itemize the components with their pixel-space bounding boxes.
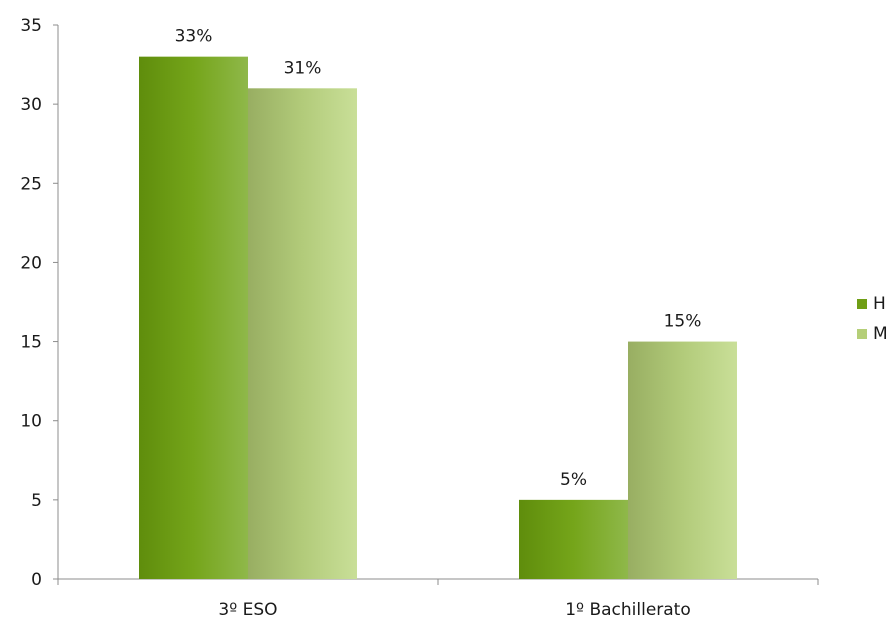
bar-m <box>628 341 737 579</box>
bar-h <box>519 499 628 579</box>
bar-h <box>139 56 248 579</box>
y-tick-label: 0 <box>31 570 42 590</box>
legend-item-h: H <box>857 292 888 316</box>
y-tick-label: 25 <box>20 174 42 194</box>
x-category-label: 3º ESO <box>218 600 277 619</box>
legend-label-h: H <box>873 294 886 314</box>
y-tick-label: 35 <box>20 16 42 36</box>
y-tick-label: 10 <box>20 412 42 432</box>
data-label: 15% <box>664 312 702 332</box>
axes: 0 5 10 15 20 25 30 35 3º ESO 1º Bachillerato <box>20 16 819 619</box>
data-label: 5% <box>560 470 587 490</box>
y-tick-label: 15 <box>20 333 42 353</box>
data-label: 33% <box>175 27 213 47</box>
x-category-label: 1º Bachillerato <box>565 600 691 619</box>
legend-swatch-m <box>857 329 867 339</box>
y-tick-label: 20 <box>20 253 42 273</box>
data-labels: 33% 31% 5% 15% <box>175 27 702 490</box>
data-label: 31% <box>284 58 322 78</box>
legend: H M <box>857 292 888 352</box>
legend-swatch-h <box>857 299 867 309</box>
bars <box>139 56 737 580</box>
legend-label-m: M <box>873 324 888 344</box>
legend-item-m: M <box>857 322 888 346</box>
bar-m <box>248 88 357 580</box>
y-tick-label: 30 <box>20 95 42 115</box>
y-tick-label: 5 <box>31 491 42 511</box>
